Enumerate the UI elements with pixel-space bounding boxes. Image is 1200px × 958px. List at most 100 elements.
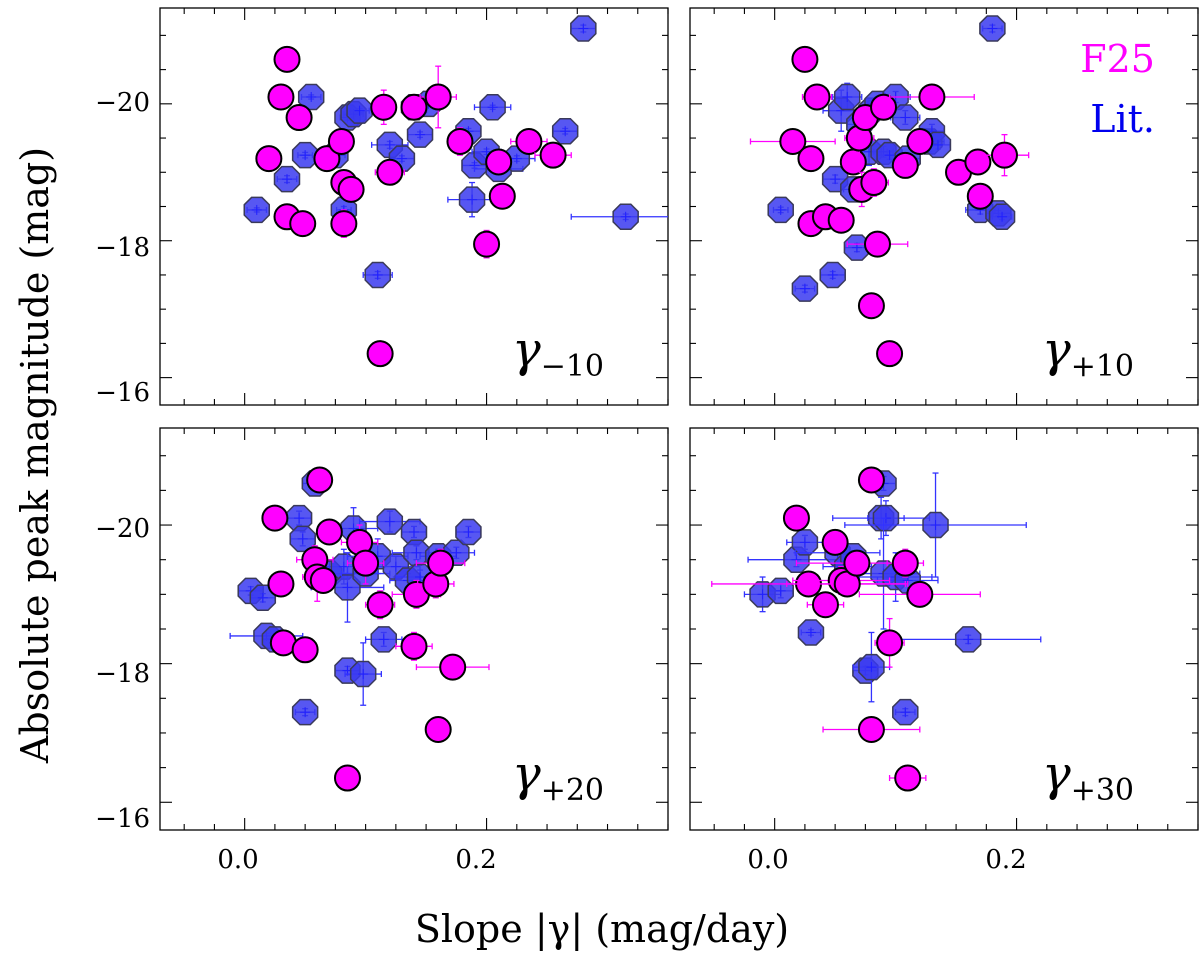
panel-0-label: γ−10 — [512, 322, 604, 384]
f25-point — [313, 145, 341, 173]
f25-point — [364, 590, 396, 620]
f25-point — [791, 45, 819, 73]
panel-0: γ−10 −20 −18 −16 — [95, 7, 669, 408]
data-points — [229, 466, 490, 792]
f25-point — [267, 83, 295, 111]
lit-point — [890, 104, 921, 131]
axis-ticks — [160, 428, 669, 830]
f25-point — [285, 104, 313, 132]
f25-marker — [779, 127, 807, 155]
f25-marker — [811, 591, 839, 619]
data-points — [243, 15, 668, 368]
f25-marker — [990, 141, 1018, 169]
y-tick-label: −16 — [95, 804, 150, 834]
f25-point — [289, 210, 317, 238]
f25-marker — [400, 632, 428, 660]
f25-marker — [366, 591, 394, 619]
f25-point — [964, 148, 992, 176]
f25-point — [395, 631, 433, 661]
lit-point — [346, 97, 373, 124]
legend-label-f25: F25 — [1080, 37, 1155, 81]
f25-marker — [267, 570, 295, 598]
y-axis-label: Absolute peak magnitude (mag) — [13, 147, 57, 764]
f25-point — [888, 83, 975, 111]
lit-point — [362, 261, 393, 289]
f25-point — [857, 466, 885, 494]
y-tick-label: −20 — [95, 88, 150, 118]
f25-marker — [313, 145, 341, 173]
f25-marker — [870, 93, 898, 121]
f25-point — [782, 504, 810, 532]
f25-point — [945, 158, 973, 186]
f25-point — [749, 127, 836, 155]
f25-point — [315, 518, 343, 546]
f25-point — [886, 548, 925, 578]
f25-point — [261, 504, 289, 532]
f25-marker — [352, 549, 380, 577]
f25-point — [510, 127, 548, 155]
f25-marker — [891, 151, 919, 179]
lit-point — [291, 698, 319, 726]
f25-point — [306, 466, 334, 494]
f25-point — [473, 229, 501, 259]
lit-point — [979, 15, 1006, 42]
f25-point — [337, 175, 365, 203]
f25-point — [269, 629, 297, 657]
lit-point — [819, 261, 846, 289]
lit-point — [400, 518, 428, 546]
f25-point — [786, 570, 909, 598]
lit-point — [844, 472, 1027, 578]
f25-marker — [860, 169, 888, 197]
f25-marker — [315, 518, 343, 546]
f25-point — [488, 182, 516, 210]
f25-point — [858, 168, 890, 197]
f25-marker — [424, 83, 452, 111]
plot-frame — [159, 427, 669, 831]
f25-point — [858, 580, 981, 608]
f25-marker — [803, 83, 831, 111]
f25-point — [839, 148, 867, 176]
f25-point — [857, 292, 885, 320]
f25-point — [876, 340, 904, 368]
f25-marker — [966, 182, 994, 210]
lit-point — [894, 626, 1042, 653]
f25-point — [534, 141, 572, 169]
f25-marker — [839, 148, 867, 176]
f25-point — [846, 230, 909, 258]
x-tick-label: 0.0 — [747, 845, 788, 875]
f25-marker — [261, 504, 289, 532]
f25-point — [891, 151, 919, 179]
x-axis-label: Slope |γ| (mag/day) — [415, 907, 789, 951]
f25-marker — [906, 127, 934, 155]
f25-marker — [376, 158, 404, 186]
f25-point — [366, 340, 394, 368]
f25-marker — [488, 182, 516, 210]
lit-point — [892, 698, 919, 726]
f25-marker — [891, 549, 919, 577]
lit-point — [291, 141, 319, 169]
f25-point — [419, 65, 457, 129]
f25-marker — [918, 83, 946, 111]
f25-point — [370, 89, 398, 126]
series-f25 — [749, 45, 1030, 368]
panel-2-label: γ+20 — [512, 746, 604, 808]
f25-point — [485, 148, 513, 176]
panel-3: γ+30 0.0 0.2 — [689, 427, 1199, 875]
lit-point — [243, 196, 271, 224]
f25-marker — [306, 466, 334, 494]
f25-point — [415, 653, 490, 681]
f25-point — [267, 570, 295, 598]
f25-point — [291, 636, 319, 664]
f25-marker — [539, 141, 567, 169]
lit-point — [364, 626, 403, 653]
f25-point — [273, 45, 301, 73]
f25-point — [874, 617, 905, 668]
f25-marker — [906, 580, 934, 608]
lit-point — [455, 518, 482, 546]
y-tick-label: −18 — [95, 233, 150, 263]
f25-point — [346, 541, 385, 585]
f25-point — [966, 182, 994, 210]
f25-point — [844, 116, 875, 160]
f25-point — [888, 764, 927, 792]
f25-point — [979, 133, 1030, 177]
